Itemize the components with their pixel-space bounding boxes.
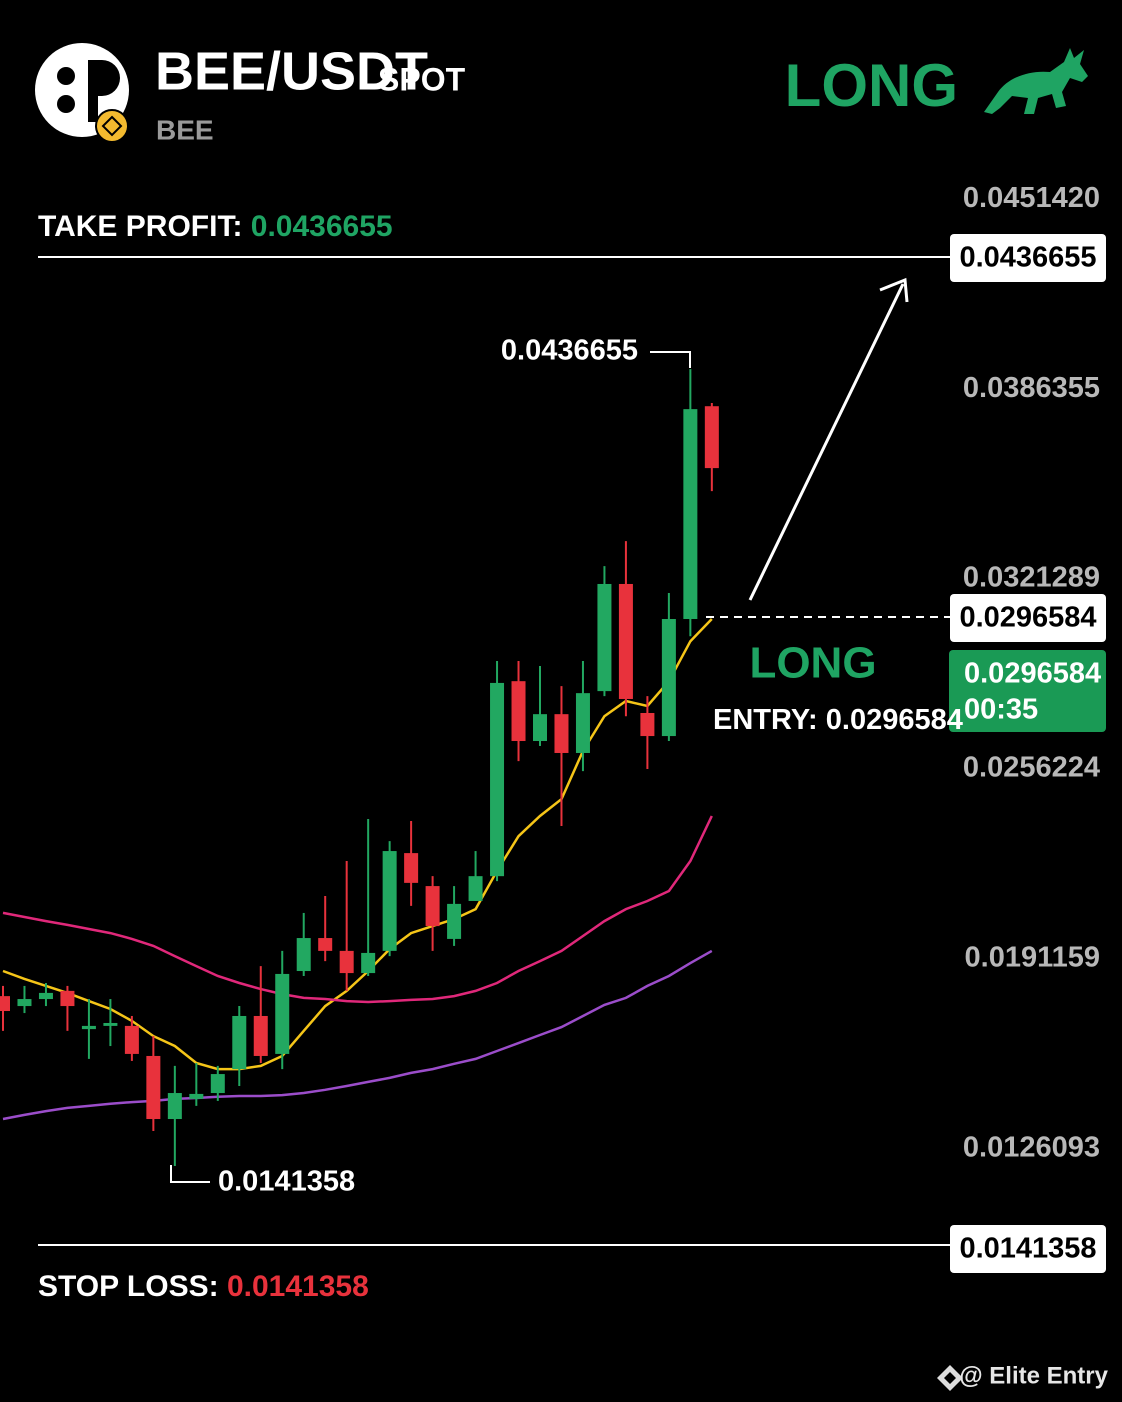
moving-average (2, 815, 713, 1004)
logo (35, 43, 129, 143)
annotation-leader (650, 351, 691, 368)
candle-body (683, 409, 698, 620)
candle-body (0, 996, 10, 1012)
stop-loss-price: 0.0141358 (959, 1233, 1096, 1265)
current-price: 0.0296584 (964, 658, 1101, 690)
candle-body (468, 876, 483, 901)
take-profit-price: 0.0436655 (959, 242, 1096, 274)
price-box (950, 1225, 1106, 1273)
entry-price: 0.0296584 (959, 602, 1096, 634)
entry-label: ENTRY: (713, 704, 818, 736)
market: SPOT (378, 61, 466, 97)
candle-body (339, 950, 354, 974)
candle-body (167, 1093, 182, 1120)
candle-body (253, 1015, 268, 1056)
entry-signal: LONG (749, 639, 876, 688)
candle-body (232, 1015, 247, 1070)
candle-body (124, 1025, 139, 1054)
stop-loss-label: STOP LOSS: (38, 1270, 219, 1303)
candle-body (38, 992, 53, 1000)
entry-text: ENTRY: 0.0296584 (713, 704, 963, 736)
watermark-icon (937, 1365, 963, 1391)
candle-body (554, 714, 569, 753)
candle-body (575, 693, 590, 753)
watermark: @ Elite Entry (959, 1362, 1108, 1389)
candle-body (704, 406, 719, 469)
take-profit-label: TAKE PROFIT: (38, 210, 242, 243)
candle-body (60, 990, 75, 1007)
plot: 0.0451420 0.0386355 0.0321289 0.0256224 0.01… (0, 182, 1100, 1167)
low-annotation: 0.0141358 (218, 1166, 355, 1198)
candle-body (640, 712, 655, 737)
price-box (950, 234, 1106, 282)
moving-average (2, 949, 713, 1121)
high-annotation: 0.0436655 (501, 335, 638, 367)
countdown: 00:35 (964, 694, 1038, 726)
y-tick-label: 0.0256224 (963, 752, 1100, 784)
candle-body (146, 1055, 161, 1120)
candle-body (382, 851, 397, 951)
signal: LONG (785, 52, 958, 119)
moving-average (2, 618, 713, 1071)
candle-body (275, 973, 290, 1054)
entry-value: 0.0296584 (826, 704, 963, 736)
bull-icon (984, 48, 1088, 114)
candle-body (81, 1025, 96, 1030)
take-profit-value: 0.0436655 (251, 210, 393, 243)
candle-body (597, 583, 612, 692)
y-tick-label: 0.0451420 (963, 182, 1100, 214)
candle-body (533, 714, 547, 742)
candle-body (361, 952, 376, 974)
take-profit: TAKE PROFIT: 0.0436655 (38, 210, 393, 243)
y-tick-label: 0.0321289 (963, 562, 1100, 594)
candle-body (210, 1074, 225, 1094)
candle-body (296, 938, 311, 972)
price-box (950, 594, 1106, 642)
y-tick-label: 0.0191159 (965, 942, 1100, 974)
base: BEE (156, 114, 214, 145)
candle-body (618, 583, 633, 699)
current-price-box (949, 650, 1106, 732)
candle-body (511, 681, 526, 742)
candle-body (490, 682, 505, 877)
candle-body (103, 1022, 118, 1026)
annotation-leader (170, 1165, 210, 1183)
candle-body (318, 938, 333, 951)
stop-loss: STOP LOSS: 0.0141358 (38, 1270, 369, 1303)
candle-body (661, 619, 676, 737)
stop-loss-value: 0.0141358 (227, 1270, 369, 1303)
candle-body (17, 999, 32, 1007)
candle-body (425, 886, 440, 927)
candle-body (189, 1093, 204, 1099)
arrow (748, 277, 909, 601)
candle-body (404, 853, 419, 883)
y-tick-label: 0.0126093 (963, 1131, 1100, 1163)
y-tick-label: 0.0386355 (963, 372, 1100, 404)
pair: BEE/USDT (155, 41, 428, 101)
candle-body (447, 903, 462, 939)
